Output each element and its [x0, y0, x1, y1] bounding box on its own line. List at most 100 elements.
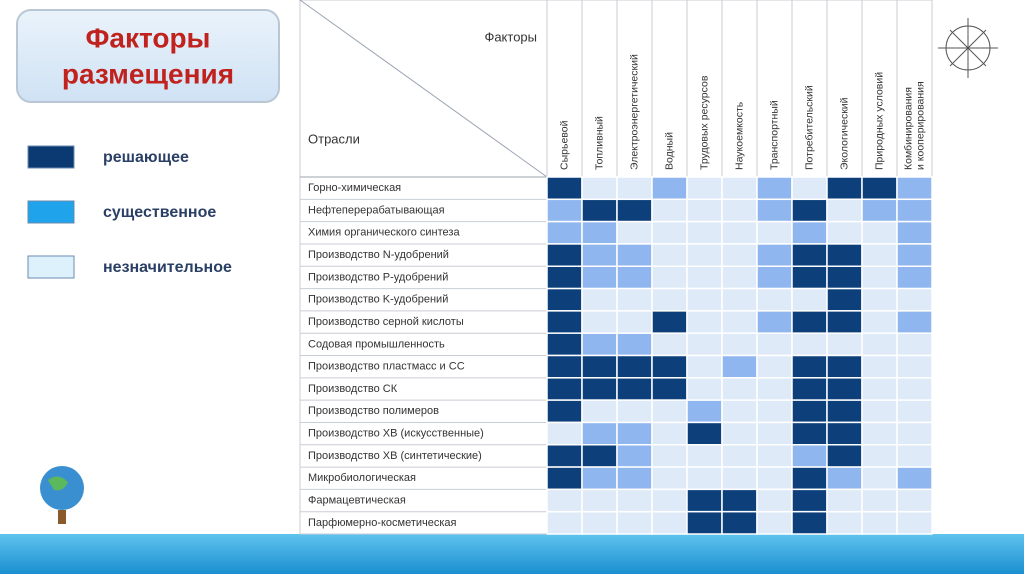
cell — [581, 444, 618, 468]
cell — [616, 310, 653, 334]
row-label: Нефтеперерабатывающая — [308, 204, 445, 216]
cell — [581, 421, 618, 446]
cell — [896, 265, 933, 290]
cell — [581, 243, 618, 267]
row-label: Производство N-удобрений — [308, 249, 449, 261]
cell — [896, 466, 933, 491]
title-box — [16, 9, 280, 103]
cell — [826, 377, 863, 401]
cell — [791, 421, 828, 446]
cell — [686, 444, 723, 468]
cell — [861, 198, 898, 223]
cell — [791, 354, 828, 379]
cell — [651, 488, 688, 513]
cell — [581, 377, 618, 401]
cell — [756, 421, 793, 446]
cell — [756, 220, 793, 245]
cell — [721, 265, 758, 290]
row-label: Производство ХВ (искусственные) — [308, 428, 484, 440]
cell — [651, 176, 688, 201]
cell — [861, 510, 898, 535]
cell — [826, 444, 863, 468]
cell — [651, 243, 688, 267]
cell — [756, 332, 793, 357]
row-label: Горно-химическая — [308, 182, 401, 194]
cell — [721, 310, 758, 334]
bottom-band — [0, 534, 1024, 574]
cell — [896, 310, 933, 334]
cell — [896, 287, 933, 312]
row-label: Химия органического синтеза — [308, 227, 460, 239]
cell — [616, 444, 653, 468]
cell — [896, 444, 933, 468]
cell — [721, 354, 758, 379]
cell — [546, 220, 583, 245]
cell — [861, 220, 898, 245]
legend-label: незначительное — [103, 259, 232, 276]
cell — [756, 243, 793, 267]
row-label: Парфюмерно-косметическая — [308, 517, 457, 529]
cell — [896, 198, 933, 223]
column-header: Комбинирования — [902, 87, 914, 170]
cell — [896, 220, 933, 245]
cell — [721, 243, 758, 267]
cell — [651, 444, 688, 468]
cell — [791, 243, 828, 267]
cell — [791, 399, 828, 424]
column-header: Экологический — [838, 97, 850, 170]
legend-label: существенное — [103, 204, 216, 221]
cell — [896, 332, 933, 357]
cell — [896, 176, 933, 201]
row-label: Производство полимеров — [308, 405, 439, 417]
cell — [791, 332, 828, 357]
title: Факторы — [86, 22, 211, 53]
cell — [721, 332, 758, 357]
cell — [826, 332, 863, 357]
cell — [651, 332, 688, 357]
cell — [896, 421, 933, 446]
cell — [686, 488, 723, 513]
cell — [581, 466, 618, 491]
cell — [861, 399, 898, 424]
cell — [721, 421, 758, 446]
cell — [546, 310, 583, 334]
cell — [616, 510, 653, 535]
cell — [721, 488, 758, 513]
cell — [826, 488, 863, 513]
cell — [581, 510, 618, 535]
row-label: Содовая промышленность — [308, 338, 445, 350]
cell — [791, 510, 828, 535]
cell — [546, 176, 583, 201]
cell — [686, 176, 723, 201]
cell — [581, 176, 618, 201]
cell — [721, 176, 758, 201]
cell — [616, 176, 653, 201]
cell — [686, 198, 723, 223]
cell — [721, 510, 758, 535]
cell — [861, 176, 898, 201]
cell — [616, 354, 653, 379]
cell — [756, 310, 793, 334]
cell — [791, 466, 828, 491]
cell — [581, 310, 618, 334]
cell — [861, 421, 898, 446]
cell — [791, 488, 828, 513]
cell — [616, 399, 653, 424]
cell — [651, 510, 688, 535]
cell — [721, 444, 758, 468]
cell — [826, 354, 863, 379]
row-label: Микробиологическая — [308, 472, 416, 484]
cell — [826, 220, 863, 245]
legend-swatch — [27, 145, 75, 169]
cell — [581, 399, 618, 424]
cell — [756, 488, 793, 513]
cell — [896, 243, 933, 267]
cell — [581, 332, 618, 357]
column-header: Трудовых ресурсов — [698, 75, 710, 170]
cell — [826, 310, 863, 334]
cell — [896, 399, 933, 424]
cell — [686, 243, 723, 267]
row-label: Производство K-удобрений — [308, 294, 448, 306]
cell — [651, 466, 688, 491]
title: размещения — [62, 58, 234, 89]
